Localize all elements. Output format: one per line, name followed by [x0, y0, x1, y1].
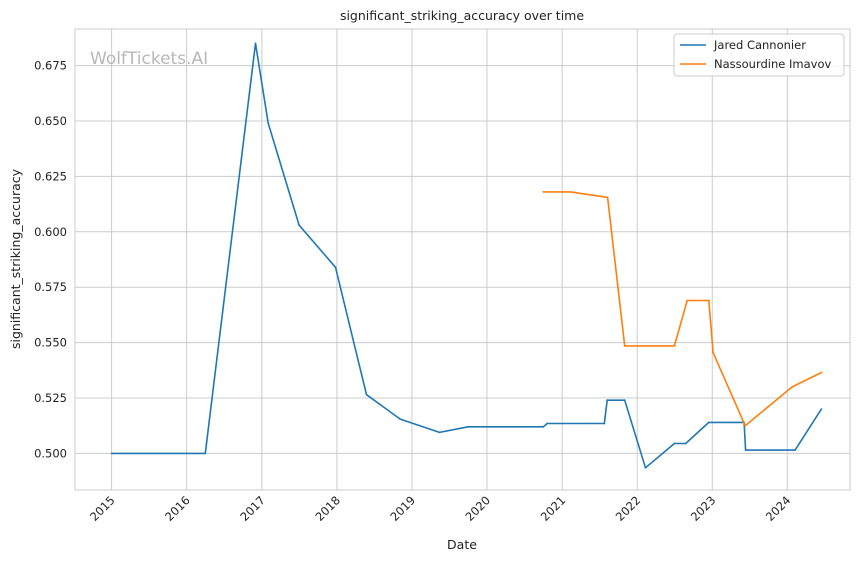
data-point-jared-cannonier: [820, 408, 823, 410]
data-point-nassourdine-imavov: [623, 345, 626, 347]
data-point-jared-cannonier: [467, 425, 469, 428]
x-tick-label: 2024: [763, 493, 794, 524]
y-tick-label: 0.500: [34, 446, 67, 460]
data-point-jared-cannonier: [603, 422, 606, 425]
data-point-jared-cannonier: [438, 431, 441, 434]
y-tick-label: 0.525: [34, 391, 67, 405]
data-point-jared-cannonier: [267, 122, 270, 125]
data-point-jared-cannonier: [606, 399, 609, 402]
legend-box: [673, 33, 845, 77]
data-point-jared-cannonier: [623, 399, 626, 402]
data-point-jared-cannonier: [744, 449, 747, 451]
x-tick-label: 2021: [538, 493, 569, 524]
data-point-jared-cannonier: [298, 224, 300, 227]
chart-title: significant_striking_accuracy over time: [340, 8, 584, 23]
data-point-jared-cannonier: [365, 393, 368, 396]
data-point-nassourdine-imavov: [606, 196, 609, 199]
data-point-nassourdine-imavov: [744, 424, 747, 427]
plot-frame: [74, 28, 851, 491]
x-tick-label: 2019: [387, 493, 418, 524]
y-tick-label: 0.575: [34, 280, 67, 294]
data-point-jared-cannonier: [794, 449, 796, 451]
x-tick-label: 2022: [613, 493, 644, 524]
data-point-nassourdine-imavov: [569, 191, 572, 193]
x-axis-title: Date: [447, 537, 477, 552]
data-point-jared-cannonier: [399, 418, 402, 420]
y-tick-label: 0.675: [34, 59, 67, 73]
data-point-nassourdine-imavov: [712, 351, 714, 354]
legend-label-nassourdine-imavov: Nassourdine Imavov: [714, 57, 831, 71]
data-point-jared-cannonier: [546, 422, 549, 425]
data-point-jared-cannonier: [542, 425, 545, 428]
data-point-jared-cannonier: [684, 442, 687, 445]
data-point-nassourdine-imavov: [707, 299, 710, 302]
watermark: WolfTickets.AI: [90, 49, 208, 69]
data-point-jared-cannonier: [110, 452, 113, 455]
y-tick-label: 0.650: [34, 114, 67, 128]
data-point-jared-cannonier: [644, 466, 647, 469]
x-tick-label: 2023: [688, 493, 719, 524]
data-point-jared-cannonier: [204, 452, 207, 455]
y-axis-title: significant_striking_accuracy: [8, 168, 23, 349]
x-tick-label: 2016: [162, 493, 193, 524]
legend: Jared Cannonier Nassourdine Imavov: [673, 33, 845, 77]
legend-label-jared-cannonier: Jared Cannonier: [713, 38, 806, 52]
x-tick-label: 2015: [87, 493, 118, 524]
series-line-nassourdine-imavov: [543, 191, 822, 427]
data-point-nassourdine-imavov: [791, 386, 794, 388]
y-tick-label: 0.600: [34, 225, 67, 239]
y-tick-label: 0.625: [34, 169, 67, 183]
data-point-jared-cannonier: [254, 42, 257, 45]
data-point-nassourdine-imavov: [673, 345, 676, 347]
data-point-nassourdine-imavov: [542, 191, 545, 193]
data-point-jared-cannonier: [673, 442, 676, 445]
data-point-jared-cannonier: [707, 421, 710, 424]
series-line-jared-cannonier: [111, 42, 823, 469]
x-tick-label: 2020: [462, 493, 493, 524]
x-tick-label: 2018: [312, 493, 343, 524]
series-layer: [110, 42, 823, 469]
x-tick-label: 2017: [237, 493, 268, 524]
data-point-nassourdine-imavov: [686, 299, 689, 302]
grid-lines: [75, 29, 850, 490]
data-point-nassourdine-imavov: [820, 371, 823, 374]
data-point-jared-cannonier: [334, 266, 337, 269]
y-tick-label: 0.550: [34, 336, 67, 350]
